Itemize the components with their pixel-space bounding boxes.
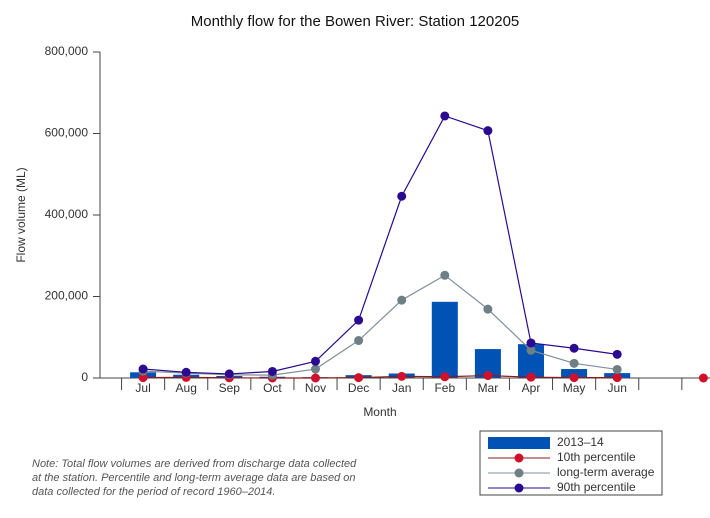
point xyxy=(526,345,536,355)
x-tick-label: Sep xyxy=(219,381,241,395)
bar xyxy=(431,301,458,378)
point xyxy=(397,191,407,201)
point xyxy=(612,364,622,374)
y-tick-label: 800,000 xyxy=(45,44,89,58)
point xyxy=(440,372,450,382)
point xyxy=(311,373,320,383)
y-axis-label: Flow volume (ML) xyxy=(14,167,28,262)
point xyxy=(267,366,277,376)
y-tick-label: 200,000 xyxy=(45,289,89,303)
legend-swatch xyxy=(488,437,550,449)
x-axis-label: Month xyxy=(363,405,396,419)
series-line xyxy=(143,274,618,376)
point xyxy=(569,373,579,383)
chart-title: Monthly flow for the Bowen River: Statio… xyxy=(191,13,520,30)
x-tick-label: Dec xyxy=(348,381,369,395)
x-tick-label: Mar xyxy=(478,381,499,395)
point xyxy=(311,364,320,374)
point xyxy=(569,358,579,368)
point xyxy=(569,343,579,353)
point xyxy=(483,126,493,136)
point xyxy=(397,371,407,381)
note: Note: Total flow volumes are derived fro… xyxy=(32,458,357,470)
point xyxy=(440,270,450,280)
point xyxy=(483,371,493,381)
point xyxy=(354,315,364,325)
x-tick-label: Aug xyxy=(176,381,197,395)
point xyxy=(440,111,450,121)
point xyxy=(311,356,320,366)
legend-marker xyxy=(514,483,524,493)
point xyxy=(612,373,622,383)
x-tick-label: May xyxy=(563,381,586,395)
point xyxy=(397,295,407,305)
y-tick-label: 600,000 xyxy=(45,126,89,140)
x-tick-label: Jul xyxy=(135,381,150,395)
point xyxy=(698,373,708,383)
point xyxy=(354,373,364,383)
x-tick-label: Jun xyxy=(608,381,627,395)
x-tick-label: Feb xyxy=(434,381,455,395)
note: data collected for the period of record … xyxy=(32,486,275,498)
point xyxy=(138,373,148,383)
point xyxy=(612,349,622,359)
point xyxy=(138,364,148,374)
point xyxy=(354,336,364,346)
legend-label: 10th percentile xyxy=(557,450,636,464)
point xyxy=(526,338,536,348)
point xyxy=(224,369,234,379)
point xyxy=(526,372,536,382)
y-tick-label: 400,000 xyxy=(45,207,89,221)
note: at the station. Percentile and long-term… xyxy=(32,472,356,484)
legend-marker xyxy=(514,468,524,478)
legend-label: long-term average xyxy=(557,465,655,479)
point xyxy=(483,304,493,314)
x-tick-label: Jan xyxy=(392,381,411,395)
x-tick-label: Oct xyxy=(263,381,282,395)
x-tick-label: Apr xyxy=(522,381,541,395)
series-line xyxy=(143,115,618,375)
legend-marker xyxy=(514,453,524,463)
legend-label: 2013–14 xyxy=(557,435,604,449)
y-tick-label: 0 xyxy=(81,370,88,384)
legend-label: 90th percentile xyxy=(557,480,636,494)
point xyxy=(181,367,191,377)
x-tick-label: Nov xyxy=(305,381,326,395)
